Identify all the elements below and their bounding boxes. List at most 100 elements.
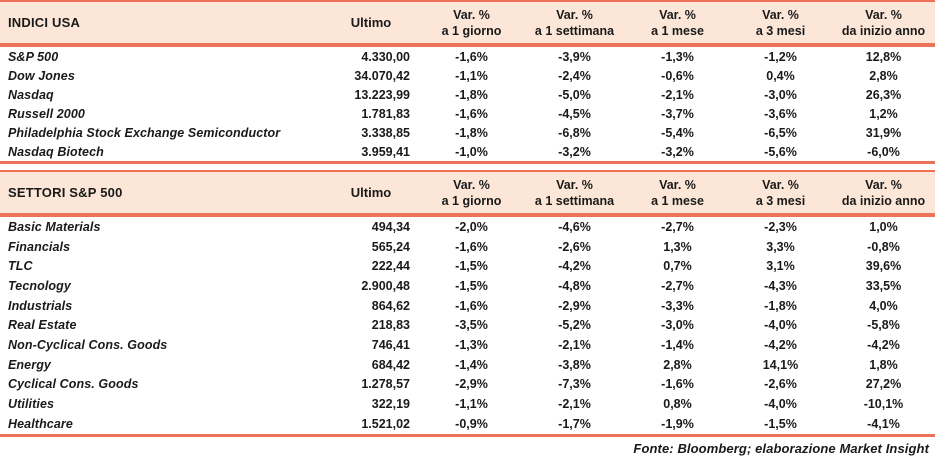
table-bottom-border bbox=[0, 161, 935, 164]
row-label: Non-Cyclical Cons. Goods bbox=[8, 337, 168, 352]
column-header-var-3m: Var. % a 3 mesi bbox=[729, 2, 832, 43]
row-label: Real Estate bbox=[8, 318, 77, 333]
var-1w-value: -2,1% bbox=[558, 397, 591, 412]
var-1d-value: -1,1% bbox=[455, 397, 488, 412]
var-ytd-value: 31,9% bbox=[865, 125, 902, 140]
var-ytd-value: 33,5% bbox=[865, 278, 902, 293]
ultimo-value: 746,41 bbox=[371, 337, 410, 352]
var-ytd-value: 1,2% bbox=[869, 106, 898, 121]
period-label-1w: a 1 settimana bbox=[534, 194, 615, 209]
var-label: Var. % bbox=[556, 177, 593, 192]
period-label-1d: a 1 giorno bbox=[441, 24, 502, 39]
indici-usa-header-row: INDICI USA Ultimo Var. % a 1 giorno Var.… bbox=[0, 2, 935, 43]
header-double-rule bbox=[0, 213, 935, 217]
column-header-ultimo: Ultimo bbox=[350, 185, 392, 200]
var-1d-value: -1,4% bbox=[455, 357, 488, 372]
column-header-ultimo: Ultimo bbox=[350, 15, 392, 30]
table-row: Financials 565,24 -1,6% -2,6% 1,3% 3,3% … bbox=[0, 237, 935, 257]
var-1m-value: 2,8% bbox=[663, 357, 692, 372]
var-1d-value: -1,3% bbox=[455, 337, 488, 352]
var-label: Var. % bbox=[453, 7, 490, 22]
var-label: Var. % bbox=[556, 7, 593, 22]
var-1w-value: -2,4% bbox=[558, 68, 591, 83]
var-1w-value: -3,8% bbox=[558, 357, 591, 372]
row-label: Philadelphia Stock Exchange Semiconducto… bbox=[8, 125, 281, 140]
column-header-var-1d: Var. % a 1 giorno bbox=[420, 172, 523, 213]
var-1m-value: -1,4% bbox=[661, 337, 694, 352]
var-1m-value: -2,7% bbox=[661, 278, 694, 293]
var-ytd-value: 27,2% bbox=[865, 377, 902, 392]
row-label: Industrials bbox=[8, 298, 73, 313]
var-3m-value: -2,3% bbox=[764, 219, 797, 234]
var-3m-value: -1,5% bbox=[764, 416, 797, 431]
var-1w-value: -2,6% bbox=[558, 239, 591, 254]
ultimo-value: 34.070,42 bbox=[354, 68, 410, 83]
var-1d-value: -2,0% bbox=[455, 219, 488, 234]
ultimo-value: 565,24 bbox=[371, 239, 410, 254]
var-ytd-value: 26,3% bbox=[865, 87, 902, 102]
table-row: S&P 500 4.330,00 -1,6% -3,9% -1,3% -1,2%… bbox=[0, 47, 935, 66]
section-title-indici-usa: INDICI USA bbox=[8, 15, 81, 30]
var-ytd-value: 2,8% bbox=[869, 68, 898, 83]
column-header-var-1m: Var. % a 1 mese bbox=[626, 172, 729, 213]
column-header-var-1w: Var. % a 1 settimana bbox=[523, 2, 626, 43]
var-1d-value: -1,1% bbox=[455, 68, 488, 83]
period-label-1w: a 1 settimana bbox=[534, 24, 615, 39]
ultimo-value: 2.900,48 bbox=[361, 278, 410, 293]
var-1m-value: -1,9% bbox=[661, 416, 694, 431]
ultimo-value: 4.330,00 bbox=[361, 49, 410, 64]
ultimo-value: 218,83 bbox=[371, 318, 410, 333]
var-3m-value: -4,3% bbox=[764, 278, 797, 293]
ultimo-value: 1.521,02 bbox=[361, 416, 410, 431]
var-1w-value: -4,6% bbox=[558, 219, 591, 234]
column-header-var-ytd: Var. % da inizio anno bbox=[832, 172, 935, 213]
settori-sp500-table: SETTORI S&P 500 Ultimo Var. % a 1 giorno… bbox=[0, 170, 935, 437]
table-row: Healthcare 1.521,02 -0,9% -1,7% -1,9% -1… bbox=[0, 414, 935, 434]
var-3m-value: -1,8% bbox=[764, 298, 797, 313]
table-row: Industrials 864,62 -1,6% -2,9% -3,3% -1,… bbox=[0, 296, 935, 316]
var-label: Var. % bbox=[762, 7, 799, 22]
ultimo-value: 1.781,83 bbox=[361, 106, 410, 121]
var-1w-value: -2,9% bbox=[558, 298, 591, 313]
settori-sp500-body: Basic Materials 494,34 -2,0% -4,6% -2,7%… bbox=[0, 217, 935, 434]
var-1m-value: -3,0% bbox=[661, 318, 694, 333]
row-label: Russell 2000 bbox=[8, 106, 85, 121]
var-ytd-value: 4,0% bbox=[869, 298, 898, 313]
var-3m-value: -4,0% bbox=[764, 318, 797, 333]
var-1m-value: 1,3% bbox=[663, 239, 692, 254]
period-label-1m: a 1 mese bbox=[651, 194, 704, 209]
row-label: Utilities bbox=[8, 397, 55, 412]
var-ytd-value: -5,8% bbox=[867, 318, 900, 333]
var-1d-value: -1,5% bbox=[455, 278, 488, 293]
table-row: Basic Materials 494,34 -2,0% -4,6% -2,7%… bbox=[0, 217, 935, 237]
row-label: S&P 500 bbox=[8, 49, 59, 64]
ultimo-value: 13.223,99 bbox=[354, 87, 410, 102]
var-3m-value: -1,2% bbox=[764, 49, 797, 64]
var-1w-value: -6,8% bbox=[558, 125, 591, 140]
var-3m-value: -4,0% bbox=[764, 397, 797, 412]
var-ytd-value: -4,2% bbox=[867, 337, 900, 352]
var-1w-value: -3,2% bbox=[558, 144, 591, 159]
indici-usa-table: INDICI USA Ultimo Var. % a 1 giorno Var.… bbox=[0, 0, 935, 164]
var-label: Var. % bbox=[865, 177, 902, 192]
table-row: Dow Jones 34.070,42 -1,1% -2,4% -0,6% 0,… bbox=[0, 66, 935, 85]
var-label: Var. % bbox=[453, 177, 490, 192]
ultimo-value: 222,44 bbox=[371, 259, 410, 274]
var-1m-value: -2,7% bbox=[661, 219, 694, 234]
var-ytd-value: 1,0% bbox=[869, 219, 898, 234]
var-3m-value: -5,6% bbox=[764, 144, 797, 159]
column-header-var-1d: Var. % a 1 giorno bbox=[420, 2, 523, 43]
var-1d-value: -3,5% bbox=[455, 318, 488, 333]
ultimo-value: 684,42 bbox=[371, 357, 410, 372]
var-1w-value: -2,1% bbox=[558, 337, 591, 352]
row-label: Cyclical Cons. Goods bbox=[8, 377, 139, 392]
var-1m-value: -1,3% bbox=[661, 49, 694, 64]
var-ytd-value: 1,8% bbox=[869, 357, 898, 372]
var-3m-value: 14,1% bbox=[762, 357, 799, 372]
var-1d-value: -0,9% bbox=[455, 416, 488, 431]
var-label: Var. % bbox=[865, 7, 902, 22]
var-ytd-value: -10,1% bbox=[863, 397, 904, 412]
var-label: Var. % bbox=[659, 7, 696, 22]
var-1m-value: -3,2% bbox=[661, 144, 694, 159]
row-label: Dow Jones bbox=[8, 68, 75, 83]
